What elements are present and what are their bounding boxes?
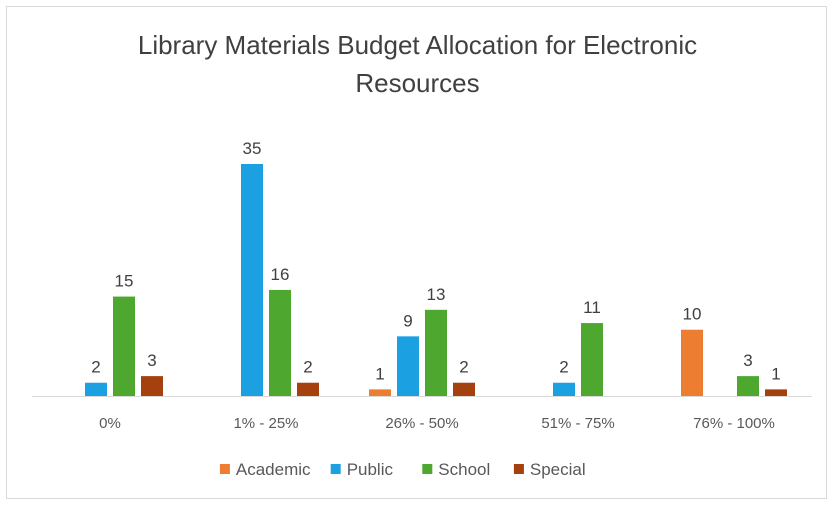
data-label-school-0: 15 [115,272,134,291]
bar-school-4 [737,376,759,396]
data-label-special-1: 2 [303,358,312,377]
bar-academic-2 [369,389,391,396]
legend-label-school: School [438,460,490,479]
x-tick-label-3: 51% - 75% [541,415,614,432]
bar-public-3 [553,382,575,396]
x-tick-label-4: 76% - 100% [693,415,775,432]
legend-label-academic: Academic [236,460,311,479]
data-label-special-2: 2 [459,358,468,377]
data-label-special-0: 3 [147,351,156,370]
x-tick-label-0: 0% [99,415,121,432]
bar-academic-4 [681,329,703,396]
bar-school-0 [113,296,135,396]
legend-swatch-school [422,464,433,474]
data-label-special-4: 1 [771,364,780,383]
bar-special-1 [297,382,319,396]
data-label-academic-2: 1 [375,364,384,383]
chart-title-line-2: Resources [355,68,480,98]
bar-public-1 [241,164,263,396]
bar-public-2 [397,336,419,396]
legend-label-special: Special [530,460,586,479]
bar-school-3 [581,323,603,396]
legend-swatch-public [330,464,341,474]
bar-public-0 [85,382,107,396]
bar-special-0 [141,376,163,396]
data-label-academic-4: 10 [683,305,702,324]
data-label-public-1: 35 [243,139,262,158]
data-label-public-2: 9 [403,311,412,330]
data-label-public-3: 2 [559,358,568,377]
legend-label-public: Public [347,460,394,479]
bar-school-2 [425,309,447,396]
bar-school-1 [269,289,291,396]
data-label-public-0: 2 [91,358,100,377]
x-tick-label-1: 1% - 25% [233,415,298,432]
data-label-school-2: 13 [427,285,446,304]
chart-frame [6,6,827,499]
bar-special-4 [765,389,787,396]
data-label-school-4: 3 [743,351,752,370]
chart-title-line-1: Library Materials Budget Allocation for … [137,30,698,60]
legend-swatch-academic [219,464,230,474]
chart-title: Library Materials Budget Allocation for … [0,26,835,102]
data-label-school-3: 11 [583,298,601,317]
data-label-school-1: 16 [271,265,290,284]
x-tick-label-2: 26% - 50% [385,415,458,432]
bar-special-2 [453,382,475,396]
legend-swatch-special [513,464,524,474]
